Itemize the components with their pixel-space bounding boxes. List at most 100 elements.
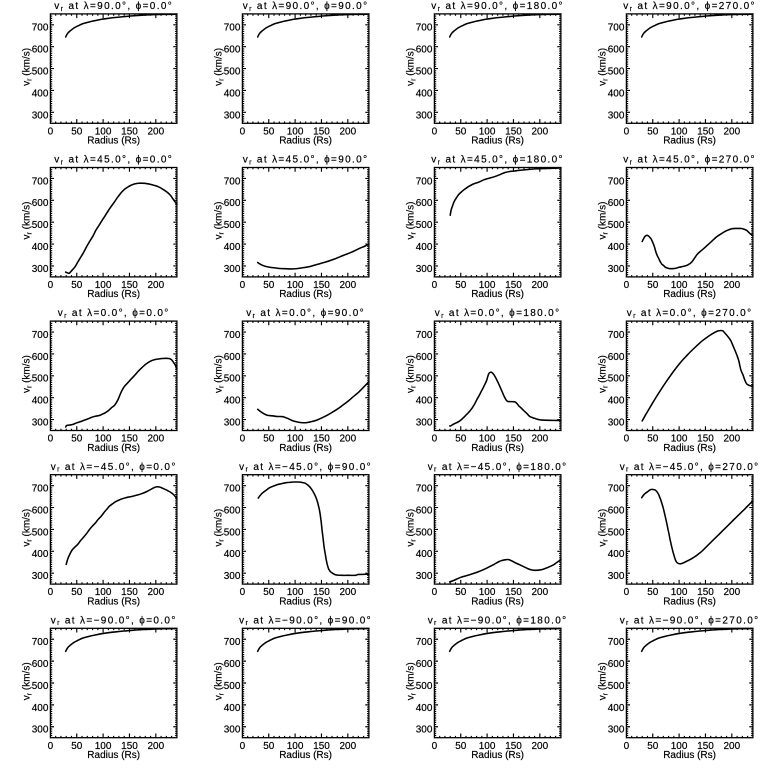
svg-text:700: 700 bbox=[32, 23, 49, 34]
svg-text:300: 300 bbox=[32, 725, 49, 736]
svg-text:500: 500 bbox=[416, 374, 433, 385]
svg-text:500: 500 bbox=[32, 374, 49, 385]
svg-text:Radius (Rs): Radius (Rs) bbox=[471, 596, 524, 607]
svg-text:700: 700 bbox=[608, 23, 625, 34]
svg-text:vr at λ=90.0°, ϕ=180.0°: vr at λ=90.0°, ϕ=180.0° bbox=[431, 1, 564, 13]
svg-text:100: 100 bbox=[671, 126, 688, 137]
svg-text:400: 400 bbox=[608, 396, 625, 407]
svg-text:150: 150 bbox=[505, 741, 522, 752]
svg-text:Radius (Rs): Radius (Rs) bbox=[471, 136, 524, 147]
svg-text:0: 0 bbox=[240, 587, 246, 598]
svg-text:200: 200 bbox=[339, 280, 356, 291]
svg-text:300: 300 bbox=[32, 571, 49, 582]
svg-text:600: 600 bbox=[416, 352, 433, 363]
svg-text:50: 50 bbox=[71, 280, 83, 291]
svg-text:100: 100 bbox=[479, 587, 496, 598]
svg-text:300: 300 bbox=[416, 264, 433, 275]
svg-text:50: 50 bbox=[263, 434, 275, 445]
svg-text:0: 0 bbox=[240, 126, 246, 137]
svg-text:vr at λ=90.0°, ϕ=270.0°: vr at λ=90.0°, ϕ=270.0° bbox=[623, 1, 756, 13]
svg-text:700: 700 bbox=[608, 176, 625, 187]
svg-text:300: 300 bbox=[416, 571, 433, 582]
svg-text:200: 200 bbox=[723, 741, 740, 752]
svg-text:150: 150 bbox=[697, 587, 714, 598]
svg-text:vr (km/s): vr (km/s) bbox=[598, 509, 610, 547]
svg-text:300: 300 bbox=[416, 725, 433, 736]
svg-text:vr at λ=0.0°, ϕ=270.0°: vr at λ=0.0°, ϕ=270.0° bbox=[627, 308, 753, 320]
svg-text:400: 400 bbox=[224, 703, 241, 714]
svg-text:100: 100 bbox=[671, 280, 688, 291]
svg-text:500: 500 bbox=[416, 67, 433, 78]
svg-text:vr (km/s): vr (km/s) bbox=[214, 509, 226, 547]
svg-text:vr (km/s): vr (km/s) bbox=[22, 202, 34, 240]
svg-text:600: 600 bbox=[608, 659, 625, 670]
svg-text:300: 300 bbox=[224, 418, 241, 429]
svg-text:600: 600 bbox=[224, 198, 241, 209]
svg-text:100: 100 bbox=[671, 741, 688, 752]
svg-text:vr (km/s): vr (km/s) bbox=[214, 48, 226, 86]
svg-text:vr at λ=−90.0°, ϕ=0.0°: vr at λ=−90.0°, ϕ=0.0° bbox=[51, 615, 177, 627]
svg-text:vr at λ=90.0°, ϕ=90.0°: vr at λ=90.0°, ϕ=90.0° bbox=[243, 1, 369, 13]
svg-text:50: 50 bbox=[455, 587, 467, 598]
svg-text:100: 100 bbox=[479, 741, 496, 752]
svg-text:700: 700 bbox=[224, 330, 241, 341]
svg-text:Radius (Rs): Radius (Rs) bbox=[663, 750, 716, 761]
svg-text:500: 500 bbox=[608, 527, 625, 538]
svg-text:Radius (Rs): Radius (Rs) bbox=[87, 750, 140, 761]
svg-text:150: 150 bbox=[313, 280, 330, 291]
svg-text:400: 400 bbox=[416, 242, 433, 253]
svg-text:400: 400 bbox=[608, 88, 625, 99]
svg-text:600: 600 bbox=[608, 505, 625, 516]
svg-text:200: 200 bbox=[723, 434, 740, 445]
svg-text:50: 50 bbox=[71, 126, 83, 137]
svg-text:400: 400 bbox=[32, 703, 49, 714]
svg-text:600: 600 bbox=[416, 45, 433, 56]
svg-text:50: 50 bbox=[647, 434, 659, 445]
svg-text:vr (km/s): vr (km/s) bbox=[406, 355, 418, 393]
svg-text:300: 300 bbox=[608, 110, 625, 121]
svg-text:50: 50 bbox=[455, 280, 467, 291]
svg-text:600: 600 bbox=[224, 659, 241, 670]
svg-text:0: 0 bbox=[432, 741, 438, 752]
svg-text:500: 500 bbox=[224, 67, 241, 78]
svg-text:50: 50 bbox=[647, 126, 659, 137]
svg-text:400: 400 bbox=[416, 549, 433, 560]
svg-text:700: 700 bbox=[32, 637, 49, 648]
svg-text:600: 600 bbox=[608, 198, 625, 209]
svg-text:700: 700 bbox=[608, 484, 625, 495]
svg-text:200: 200 bbox=[339, 741, 356, 752]
svg-text:500: 500 bbox=[416, 220, 433, 231]
svg-text:200: 200 bbox=[723, 280, 740, 291]
svg-text:50: 50 bbox=[263, 587, 275, 598]
svg-text:50: 50 bbox=[647, 280, 659, 291]
svg-text:Radius (Rs): Radius (Rs) bbox=[279, 289, 332, 300]
svg-text:50: 50 bbox=[71, 741, 83, 752]
svg-text:0: 0 bbox=[432, 126, 438, 137]
svg-text:400: 400 bbox=[416, 396, 433, 407]
svg-text:100: 100 bbox=[95, 126, 112, 137]
svg-text:50: 50 bbox=[647, 741, 659, 752]
svg-text:vr at λ=0.0°, ϕ=0.0°: vr at λ=0.0°, ϕ=0.0° bbox=[58, 308, 170, 320]
svg-text:0: 0 bbox=[432, 587, 438, 598]
svg-text:600: 600 bbox=[224, 45, 241, 56]
svg-text:500: 500 bbox=[608, 67, 625, 78]
svg-text:vr at λ=45.0°, ϕ=180.0°: vr at λ=45.0°, ϕ=180.0° bbox=[431, 155, 564, 167]
svg-text:100: 100 bbox=[479, 434, 496, 445]
svg-text:500: 500 bbox=[608, 374, 625, 385]
svg-text:200: 200 bbox=[531, 280, 548, 291]
svg-text:150: 150 bbox=[505, 434, 522, 445]
svg-text:200: 200 bbox=[339, 587, 356, 598]
svg-text:vr (km/s): vr (km/s) bbox=[22, 355, 34, 393]
svg-text:vr at λ=45.0°, ϕ=270.0°: vr at λ=45.0°, ϕ=270.0° bbox=[623, 155, 756, 167]
svg-text:400: 400 bbox=[32, 396, 49, 407]
svg-text:300: 300 bbox=[608, 725, 625, 736]
svg-text:300: 300 bbox=[224, 264, 241, 275]
svg-text:150: 150 bbox=[121, 434, 138, 445]
svg-text:Radius (Rs): Radius (Rs) bbox=[279, 596, 332, 607]
svg-text:150: 150 bbox=[121, 587, 138, 598]
svg-text:700: 700 bbox=[32, 176, 49, 187]
svg-text:150: 150 bbox=[697, 434, 714, 445]
svg-text:700: 700 bbox=[224, 23, 241, 34]
svg-text:400: 400 bbox=[32, 549, 49, 560]
svg-text:200: 200 bbox=[339, 126, 356, 137]
